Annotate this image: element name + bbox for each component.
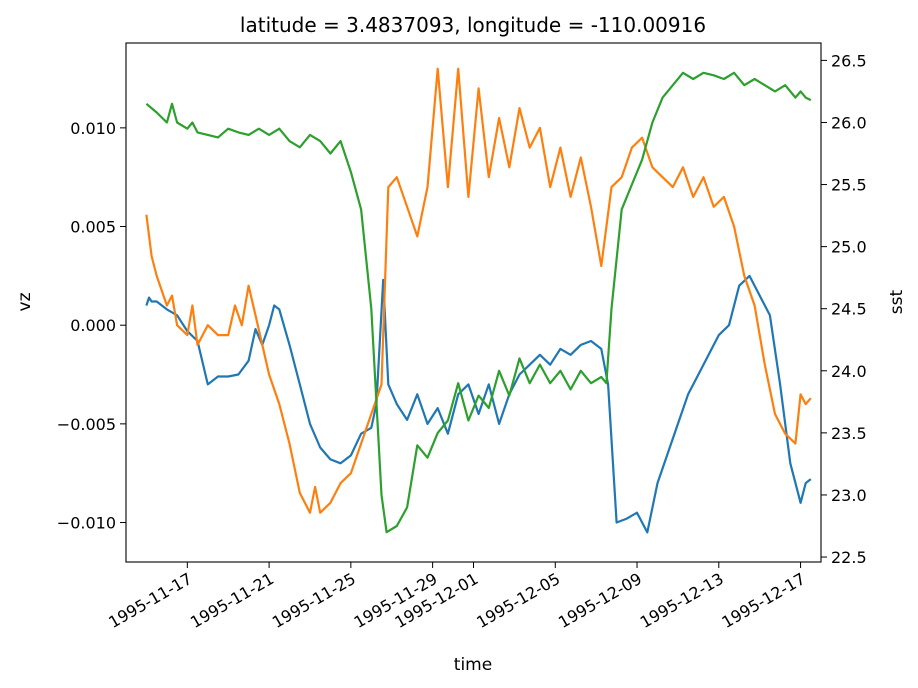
x-tick-label: 1995-12-17: [719, 569, 809, 632]
y-right-tick-label: 24.0: [831, 362, 867, 381]
x-tick-label: 1995-11-21: [187, 569, 277, 632]
y-right-tick-label: 23.0: [831, 486, 867, 505]
x-tick-label: 1995-12-05: [473, 569, 563, 632]
y-left-tick-label: 0.000: [70, 316, 116, 335]
series-line-1: [145, 274, 812, 534]
y-axis-left-label: vz: [15, 292, 35, 311]
y-axis-right-label: sst: [887, 289, 907, 314]
y-right-tick-label: 23.5: [831, 424, 867, 443]
x-tick-label: 1995-12-13: [637, 569, 727, 632]
y-right-tick-label: 25.0: [831, 238, 867, 257]
series-line-2: [145, 67, 812, 514]
series-layer: [145, 67, 812, 534]
series-line-3: [145, 71, 812, 534]
chart-title: latitude = 3.4837093, longitude = -110.0…: [240, 13, 706, 37]
x-tick-label: 1995-11-25: [269, 569, 359, 632]
y-left-tick-label: 0.005: [70, 218, 116, 237]
axes-layer: −0.010 −0.005 0.000 0.005 0.010 22.5 23.0 23.5 2…: [57, 42, 867, 632]
y-left-tick-label: 0.010: [70, 119, 116, 138]
y-left-tick-label: −0.005: [57, 415, 116, 434]
y-right-tick-label: 25.5: [831, 176, 867, 195]
y-left-tick-label: −0.010: [57, 514, 116, 533]
y-right-tick-label: 26.5: [831, 51, 867, 70]
y-right-tick-label: 24.5: [831, 300, 867, 319]
x-tick-label: 1995-11-17: [105, 569, 195, 632]
x-tick-label: 1995-12-09: [555, 569, 645, 632]
y-right-tick-label: 22.5: [831, 548, 867, 567]
x-axis-label: time: [454, 655, 492, 675]
y-right-tick-label: 26.0: [831, 113, 867, 132]
plot-frame: [125, 42, 822, 563]
